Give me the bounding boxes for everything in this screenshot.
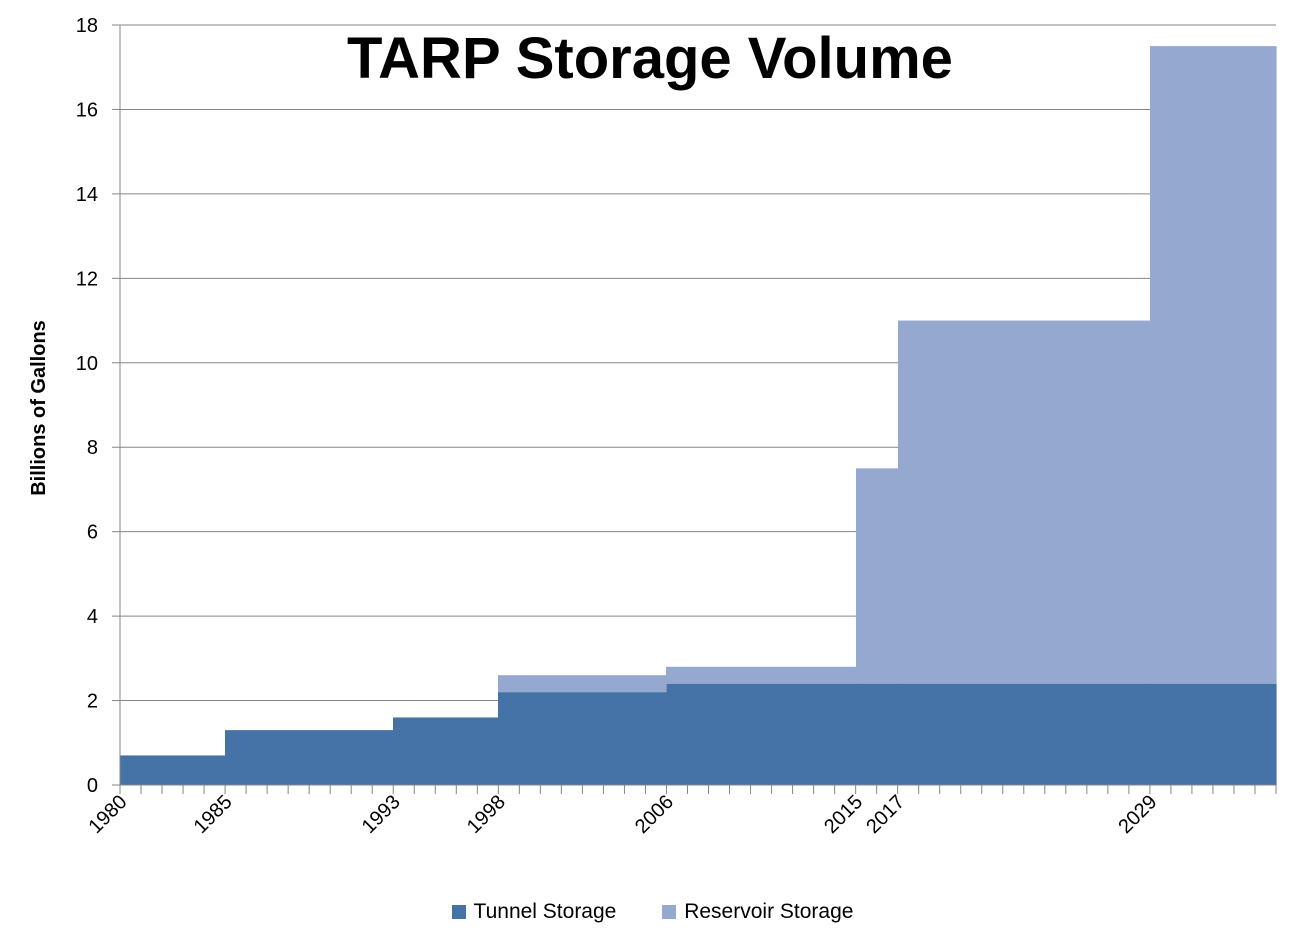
area-step-tunnel — [856, 683, 899, 785]
area-step-tunnel — [498, 692, 667, 785]
legend-swatch-reservoir — [662, 905, 677, 919]
axes — [112, 24, 1277, 794]
legend: Tunnel Storage Reservoir Storage — [0, 900, 1305, 924]
y-tick-labels: 0 2 4 6 8 10 12 14 16 18 — [76, 15, 98, 797]
legend-label-tunnel: Tunnel Storage — [473, 900, 617, 923]
x-tick-label: 1985 — [190, 791, 237, 838]
x-tick-label: 2017 — [862, 791, 909, 838]
y-gridlines — [120, 24, 1276, 702]
y-tick-label: 6 — [87, 522, 98, 544]
x-tick-label: 2006 — [631, 791, 678, 838]
y-tick-label: 8 — [87, 437, 98, 459]
area-step-reservoir — [666, 666, 857, 684]
legend-item-reservoir: Reservoir Storage — [662, 900, 853, 924]
legend-swatch-tunnel — [451, 905, 466, 919]
x-tick-label: 1980 — [85, 791, 132, 838]
area-step-tunnel — [666, 683, 857, 785]
chart-title: TARP Storage Volume — [347, 26, 953, 91]
legend-label-reservoir: Reservoir Storage — [684, 900, 854, 923]
area-step-tunnel — [393, 717, 499, 785]
y-tick-label: 0 — [87, 775, 98, 797]
area-step-tunnel — [120, 755, 226, 785]
y-tick-label: 12 — [76, 268, 98, 290]
area-step-reservoir — [898, 320, 1151, 684]
y-tick-label: 14 — [76, 184, 98, 206]
x-tick-label: 1998 — [463, 791, 510, 838]
y-tick-label: 16 — [76, 99, 98, 121]
plot-areas — [120, 46, 1277, 785]
x-tick-label: 2029 — [1114, 791, 1161, 838]
x-tick-label: 2015 — [820, 791, 867, 838]
y-tick-label: 18 — [76, 15, 98, 37]
y-axis-title: Billions of Gallons — [28, 320, 50, 496]
area-step-tunnel — [225, 730, 394, 785]
area-step-reservoir — [1150, 46, 1277, 684]
x-tick-label: 1993 — [358, 791, 405, 838]
area-step-tunnel — [1150, 683, 1277, 785]
y-tick-label: 4 — [87, 606, 98, 628]
area-step-reservoir — [856, 468, 899, 684]
y-tick-label: 10 — [76, 353, 98, 375]
area-step-tunnel — [898, 683, 1151, 785]
y-tick-label: 2 — [87, 691, 98, 713]
legend-item-tunnel: Tunnel Storage — [451, 900, 617, 924]
area-step-reservoir — [498, 675, 667, 693]
